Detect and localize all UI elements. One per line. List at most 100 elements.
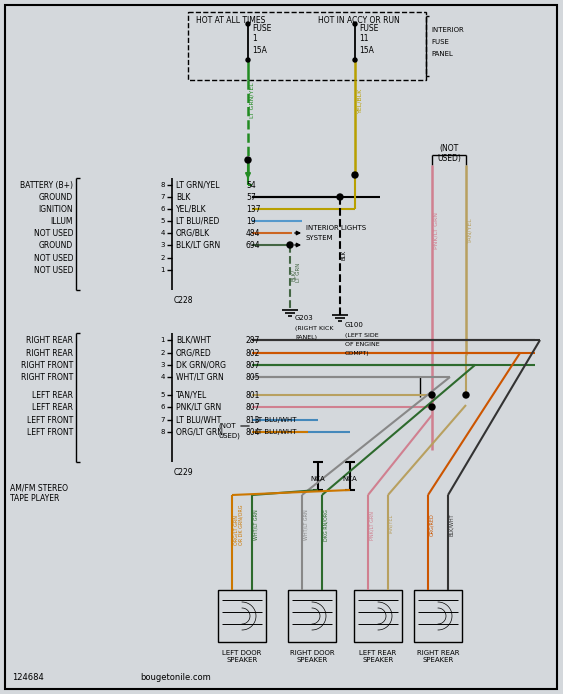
Text: 807: 807 — [246, 403, 261, 412]
Text: HOT AT ALL TIMES: HOT AT ALL TIMES — [196, 15, 265, 24]
Text: INTERIOR: INTERIOR — [431, 27, 464, 33]
Text: 3: 3 — [160, 362, 165, 368]
Text: NOT USED: NOT USED — [34, 266, 73, 275]
Text: NOT USED: NOT USED — [34, 253, 73, 262]
Text: TAPE PLAYER: TAPE PLAYER — [10, 493, 59, 502]
Text: 7: 7 — [160, 194, 165, 200]
Text: 2: 2 — [160, 350, 165, 356]
Text: 801: 801 — [246, 391, 260, 400]
Text: LEFT DOOR
SPEAKER: LEFT DOOR SPEAKER — [222, 650, 262, 663]
Text: 694: 694 — [246, 241, 261, 250]
Text: GROUND: GROUND — [39, 241, 73, 250]
Text: YEL/BLK: YEL/BLK — [176, 205, 207, 214]
Text: 804: 804 — [246, 428, 261, 437]
Text: 4: 4 — [160, 230, 165, 236]
Text: WHT/LT GRN: WHT/LT GRN — [253, 509, 258, 541]
Text: LT BLU/WHT: LT BLU/WHT — [255, 417, 297, 423]
Text: ORG/LT GRN: ORG/LT GRN — [176, 428, 223, 437]
Circle shape — [352, 172, 358, 178]
Text: FUSE: FUSE — [431, 39, 449, 45]
Circle shape — [353, 58, 357, 62]
Text: 124684: 124684 — [12, 673, 44, 682]
Text: 287: 287 — [246, 335, 260, 344]
Text: C228: C228 — [174, 296, 194, 305]
Text: 5: 5 — [160, 392, 165, 398]
Text: NCA: NCA — [311, 476, 325, 482]
Circle shape — [245, 157, 251, 163]
Text: 7: 7 — [160, 417, 165, 423]
Text: BLK/WHT: BLK/WHT — [449, 514, 454, 536]
Text: PANEL): PANEL) — [295, 335, 317, 339]
Text: WHT/LT GRN: WHT/LT GRN — [176, 373, 224, 382]
Text: GROUND: GROUND — [39, 192, 73, 201]
Text: PNK/LT GRN: PNK/LT GRN — [176, 403, 221, 412]
Text: ORG/RED: ORG/RED — [176, 348, 212, 357]
Text: 57: 57 — [246, 192, 256, 201]
Text: OF ENGINE: OF ENGINE — [345, 341, 379, 346]
Text: 807: 807 — [246, 360, 261, 369]
Text: ORG/LT GRN
OR DK GRN/ORG: ORG/LT GRN OR DK GRN/ORG — [233, 505, 244, 545]
Text: 3: 3 — [160, 242, 165, 248]
Text: DK GRN/ORG: DK GRN/ORG — [176, 360, 226, 369]
Text: AM/FM STEREO: AM/FM STEREO — [10, 484, 68, 493]
Text: FUSE: FUSE — [359, 24, 378, 33]
Text: USED): USED) — [437, 153, 461, 162]
Text: ORG/RED: ORG/RED — [429, 514, 434, 536]
Text: LT GRN/YEL: LT GRN/YEL — [176, 180, 220, 189]
Text: G203: G203 — [295, 315, 314, 321]
Circle shape — [463, 392, 469, 398]
Circle shape — [353, 22, 357, 26]
Text: LEFT FRONT: LEFT FRONT — [27, 416, 73, 425]
Text: 15A: 15A — [359, 46, 374, 55]
Text: 805: 805 — [246, 373, 261, 382]
Text: WHT/LT GRN: WHT/LT GRN — [303, 509, 308, 541]
Text: PNK/LT GRN: PNK/LT GRN — [433, 212, 438, 248]
Text: RIGHT REAR
SPEAKER: RIGHT REAR SPEAKER — [417, 650, 459, 663]
Text: BLK: BLK — [176, 192, 190, 201]
Text: LT BLU/RED: LT BLU/RED — [176, 217, 220, 226]
Text: BLK: BLK — [341, 250, 346, 260]
Circle shape — [337, 194, 343, 200]
Bar — [414, 590, 462, 642]
Text: NOT USED: NOT USED — [34, 228, 73, 237]
Text: BLK/WHT: BLK/WHT — [176, 335, 211, 344]
Text: 15A: 15A — [252, 46, 267, 55]
Text: HOT IN ACCY OR RUN: HOT IN ACCY OR RUN — [318, 15, 400, 24]
Text: PNK/LT GRN: PNK/LT GRN — [369, 511, 374, 539]
Text: (LEFT SIDE: (LEFT SIDE — [345, 332, 379, 337]
Circle shape — [429, 392, 435, 398]
Text: 6: 6 — [160, 206, 165, 212]
Text: 802: 802 — [246, 348, 260, 357]
Text: G100: G100 — [345, 322, 364, 328]
Text: TAN/YEL: TAN/YEL — [389, 515, 394, 535]
Text: SYSTEM: SYSTEM — [306, 235, 334, 241]
Text: 4: 4 — [160, 374, 165, 380]
Text: 5: 5 — [160, 218, 165, 224]
Text: RIGHT REAR: RIGHT REAR — [26, 335, 73, 344]
Text: 813: 813 — [246, 416, 260, 425]
Text: ORG/BLK: ORG/BLK — [176, 228, 210, 237]
Text: 1: 1 — [252, 33, 257, 42]
Text: FUSE: FUSE — [252, 24, 271, 33]
Text: LEFT FRONT: LEFT FRONT — [27, 428, 73, 437]
Text: BLK/: BLK/ — [291, 269, 296, 281]
Text: (NOT: (NOT — [218, 423, 236, 430]
Text: LEFT REAR
SPEAKER: LEFT REAR SPEAKER — [359, 650, 396, 663]
Text: 11: 11 — [359, 33, 369, 42]
Text: (RIGHT KICK: (RIGHT KICK — [295, 325, 333, 330]
Bar — [188, 12, 426, 80]
Circle shape — [429, 404, 435, 410]
Bar — [218, 590, 266, 642]
Text: RIGHT REAR: RIGHT REAR — [26, 348, 73, 357]
Text: 54: 54 — [246, 180, 256, 189]
Text: RIGHT DOOR
SPEAKER: RIGHT DOOR SPEAKER — [290, 650, 334, 663]
Text: TAN/YEL: TAN/YEL — [176, 391, 207, 400]
Text: 137: 137 — [246, 205, 261, 214]
Circle shape — [287, 242, 293, 248]
Text: LT GRN: LT GRN — [296, 262, 301, 282]
Text: ILLUM: ILLUM — [51, 217, 73, 226]
Text: LT GRN/YEL: LT GRN/YEL — [250, 82, 255, 118]
Text: 8: 8 — [160, 429, 165, 435]
Text: bougetonile.com: bougetonile.com — [140, 673, 211, 682]
Text: IGNITION: IGNITION — [38, 205, 73, 214]
